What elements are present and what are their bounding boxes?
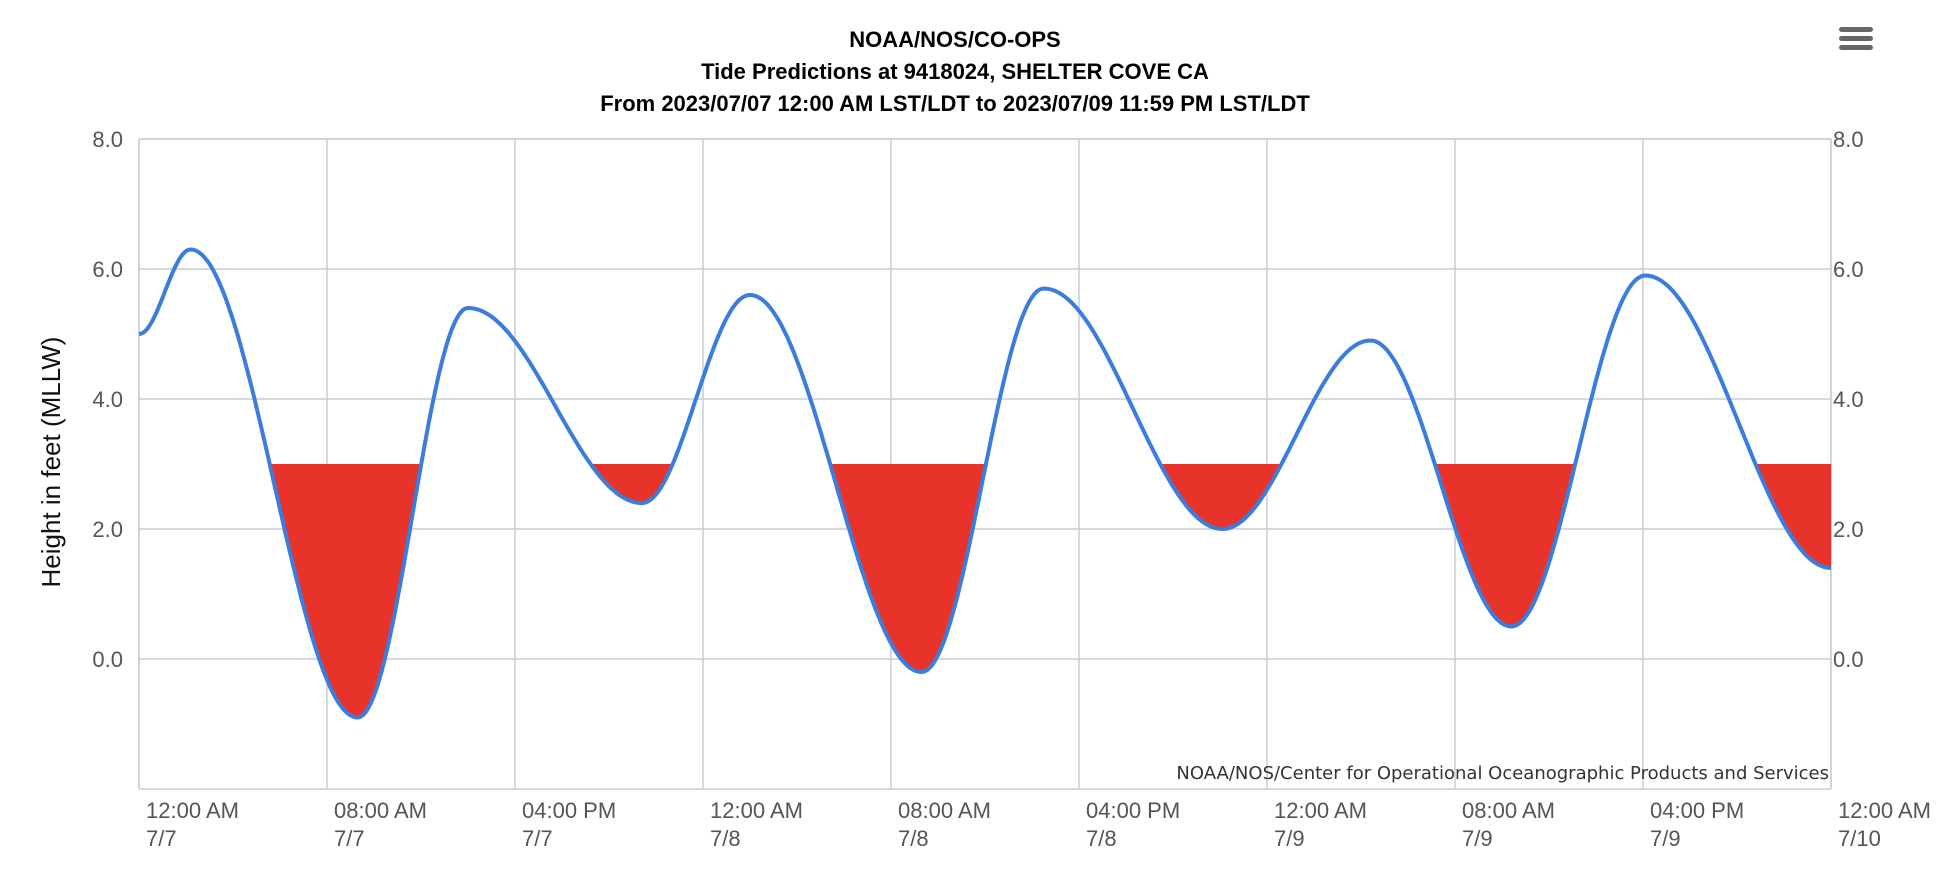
title-line-agency: NOAA/NOS/CO-OPS <box>849 27 1061 52</box>
y-tick-label: 8.0 <box>92 127 123 152</box>
x-tick-label-time: 08:00 AM <box>898 798 991 823</box>
y-axis-title: Height in feet (MLLW) <box>36 337 66 588</box>
y-tick-label-right: 0.0 <box>1833 647 1864 672</box>
low-water-fill <box>1755 464 1831 568</box>
title-line-range: From 2023/07/07 12:00 AM LST/LDT to 2023… <box>600 91 1310 116</box>
low-water-fill <box>590 464 673 503</box>
low-water-fill <box>269 464 422 718</box>
chart-title: NOAA/NOS/CO-OPS Tide Predictions at 9418… <box>0 24 1910 120</box>
y-tick-label-right: 8.0 <box>1833 127 1864 152</box>
x-tick-label-time: 08:00 AM <box>1462 798 1555 823</box>
x-tick-label-time: 12:00 AM <box>710 798 803 823</box>
x-tick-label-time: 04:00 PM <box>522 798 616 823</box>
y-tick-label: 2.0 <box>92 517 123 542</box>
x-tick-label-time: 04:00 PM <box>1086 798 1180 823</box>
x-tick-label-date: 7/9 <box>1462 826 1493 851</box>
y-tick-label-right: 4.0 <box>1833 387 1864 412</box>
menu-bar-icon <box>1839 27 1873 32</box>
low-water-fill <box>1160 464 1282 529</box>
x-tick-label-date: 7/10 <box>1838 826 1881 851</box>
y-tick-label-right: 6.0 <box>1833 257 1864 282</box>
menu-bar-icon <box>1839 36 1873 41</box>
x-tick-label-time: 12:00 AM <box>1838 798 1931 823</box>
tide-series-line <box>137 247 1832 720</box>
title-line-station: Tide Predictions at 9418024, SHELTER COV… <box>701 59 1209 84</box>
x-tick-label-time: 04:00 PM <box>1650 798 1744 823</box>
x-tick-label-time: 08:00 AM <box>334 798 427 823</box>
y-tick-label: 4.0 <box>92 387 123 412</box>
x-tick-label-time: 12:00 AM <box>146 798 239 823</box>
menu-bar-icon <box>1839 45 1873 50</box>
low-water-fill <box>830 464 986 672</box>
y-tick-label: 0.0 <box>92 647 123 672</box>
x-tick-label-date: 7/8 <box>710 826 741 851</box>
chart-menu-button[interactable] <box>1836 24 1876 58</box>
y-tick-label-right: 2.0 <box>1833 517 1864 542</box>
x-tick-label-date: 7/8 <box>898 826 929 851</box>
x-tick-label-date: 7/7 <box>334 826 365 851</box>
x-tick-label-date: 7/9 <box>1650 826 1681 851</box>
x-tick-label-date: 7/9 <box>1274 826 1305 851</box>
x-tick-label-date: 7/7 <box>146 826 177 851</box>
chart-credit: NOAA/NOS/Center for Operational Oceanogr… <box>1176 763 1829 784</box>
x-tick-label-date: 7/8 <box>1086 826 1117 851</box>
y-tick-label: 6.0 <box>92 257 123 282</box>
x-tick-label-date: 7/7 <box>522 826 553 851</box>
x-tick-label-time: 12:00 AM <box>1274 798 1367 823</box>
